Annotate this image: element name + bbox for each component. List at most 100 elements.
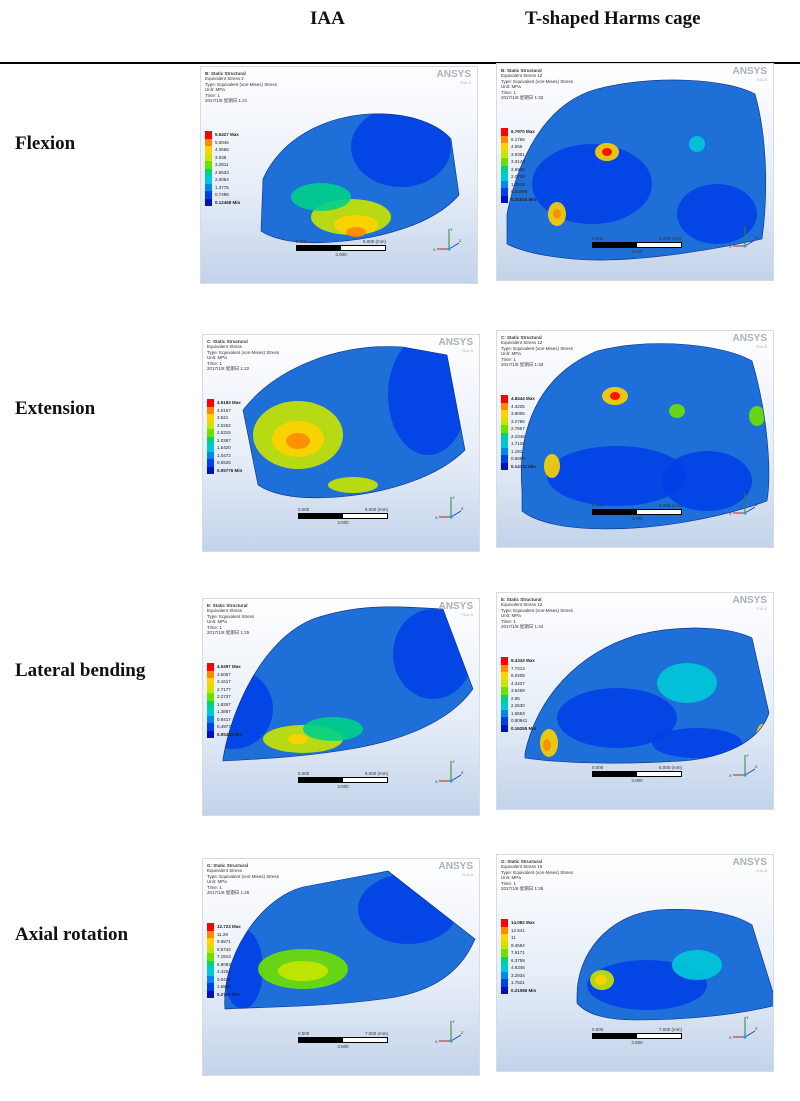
legend-swatch [501,143,508,151]
legend-entry: 3.638 [205,153,240,161]
legend-swatch [207,444,214,452]
legend-value: 6.0408 [511,673,525,679]
stress-hotspot [595,975,607,985]
stress-hotspot [363,1003,383,1009]
stress-hotspot [346,227,366,237]
scale-mid-label: 3.500 [337,1044,349,1049]
legend-swatch [207,708,214,716]
scale-bar-graphic [298,1037,388,1043]
legend-entry: 0.12468 Min [205,198,240,206]
axis-triad-icon: Y X Z [435,1019,464,1044]
scale-right-label: 6.000 (mm) [362,239,386,244]
legend-swatch [205,138,212,146]
legend-entry: 2.0726 [501,173,536,181]
analysis-line: Time: 1 [207,624,222,630]
analysis-line: Equivalent Stress 12 [501,602,543,608]
legend-entry: 11 [501,934,536,942]
legend-entry: 3.521 [207,414,242,422]
legend-value: 4.556 [511,144,523,150]
scale-mid-label: 3.000 [631,778,643,783]
legend-entry: 6.3759 [501,956,536,964]
legend-entry: 1.7521 [501,979,536,987]
scale-bar: 0.000 7.000 (mm) 3.500 [592,1027,682,1045]
scale-left-label: 0.000 [592,765,604,770]
legend-value: 3.2934 [511,972,525,978]
analysis-line: 2017/1/8 星期日 1:25 [207,630,250,636]
analysis-line: Type: Equivalent Stress [207,613,255,619]
scale-right-label: 6.000 (mm) [658,503,682,508]
legend-entry: 11.29 [207,930,241,938]
svg-text:Z: Z [461,506,464,511]
column-header-cage: T-shaped Harms cage [525,8,701,29]
analysis-line: Equivalent Stress 2 [205,76,244,82]
legend-entry: 2.7567 [501,425,536,433]
legend-entry: 3.1617 [207,678,242,686]
legend-swatch [501,956,508,964]
legend-swatch [501,672,508,680]
legend-swatch [501,934,508,942]
low-stress-region [662,451,752,511]
legend-swatch [501,128,508,136]
scale-right-label: 6.000 (mm) [658,236,682,241]
scale-left-label: 0.000 [296,239,308,244]
legend-entry: 5.6427 Max [205,131,240,139]
axis-triad-icon: Y X Z [433,227,462,252]
ansys-logo: ANSYS R14.5 [439,862,473,878]
scale-right-label: 6.000 (mm) [364,771,388,776]
legend-swatch [205,168,212,176]
legend-entry: 0.7496 [205,191,240,199]
scale-bar: 0.000 6.000 (mm) 3.000 [592,503,682,521]
legend-swatch [501,702,508,710]
legend-entry: 4.3427 [501,679,536,687]
fea-panel-cage-flexion: B: Static Structural Equivalent Stress 1… [496,63,774,281]
fea-panel-cage-axial-rotation: G: Static Structural Equivalent Stress 1… [496,854,774,1072]
ansys-logo: ANSYS R14.5 [733,67,767,83]
legend-swatch [501,395,508,403]
legend-swatch [501,971,508,979]
scale-left-label: 0.000 [592,503,604,508]
analysis-line: Equivalent Stress [207,344,243,350]
legend-value: 3.8006 [511,411,525,417]
legend-entry: 4.4254 [207,968,241,976]
legend-entry: 0.21016 Min [501,195,536,203]
analysis-title: G: Static Structural [501,859,543,864]
legend-value: 3.6469 [511,688,525,694]
legend-entry: 0.2767 Min [207,990,241,998]
legend-entry: 8.4343 Max [501,657,536,665]
legend-value: 1.191 [511,448,523,454]
model-outline [506,79,767,261]
svg-text:X: X [435,515,438,520]
legend-value: 0.21086 Min [511,987,537,993]
fea-panel-iaa-flexion: B: Static Structural Equivalent Stress 2… [200,66,478,284]
legend-value: 1.6596 [217,984,231,990]
analysis-line: Unit: MPa [501,84,521,90]
stress-hotspot [749,406,765,426]
legend-entry: 4.556 [501,143,536,151]
low-stress-region [547,446,687,506]
legend-entry: 3.6057 [207,670,242,678]
model-outline [524,627,770,764]
legend-swatch [501,447,508,455]
legend-swatch [205,191,212,199]
legend-value: 11.29 [217,931,228,937]
analysis-line: Time: 1 [501,880,516,886]
legend-swatch [207,700,214,708]
fea-panel-iaa-lateral-bending: E: Static Structural Equivalent Stress T… [202,598,480,816]
legend-value: 12.541 [511,927,525,933]
legend-value: 9.4594 [511,942,525,948]
svg-text:X: X [729,773,732,778]
scale-bar: 0.000 6.000 (mm) 3.000 [296,239,386,257]
legend-swatch [501,709,508,717]
legend-entry: 2.2630 [501,702,536,710]
legend-entry: 3.3143 [501,158,536,166]
legend-swatch [501,173,508,181]
axis-triad-icon: Y X Z [729,753,758,778]
legend-swatch [207,945,214,953]
legend-entry: 0.4977 [207,723,242,731]
stress-hotspot [543,739,551,751]
legend-swatch [501,410,508,418]
model-outline [260,113,460,244]
legend-value: 2.2348 [511,433,525,439]
legend-entry: 7.1913 [207,953,241,961]
legend-value: 0.05776 Min [217,467,243,473]
